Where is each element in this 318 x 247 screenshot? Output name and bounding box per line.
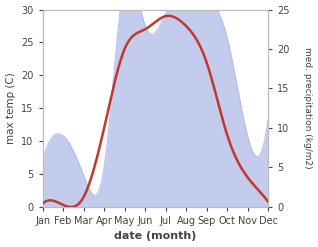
X-axis label: date (month): date (month) bbox=[114, 231, 197, 242]
Y-axis label: max temp (C): max temp (C) bbox=[5, 72, 16, 144]
Y-axis label: med. precipitation (kg/m2): med. precipitation (kg/m2) bbox=[303, 47, 313, 169]
